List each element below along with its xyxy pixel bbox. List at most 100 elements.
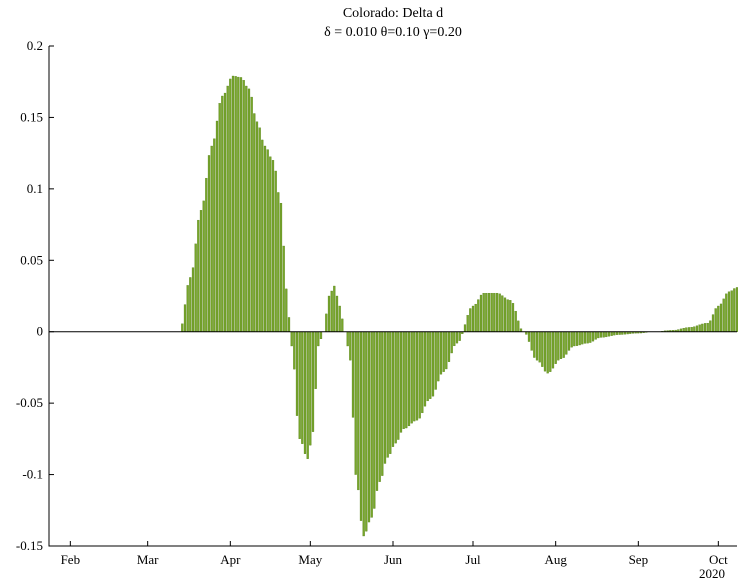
bar [397, 331, 400, 440]
bar [482, 292, 485, 332]
bar [351, 331, 355, 418]
bar [565, 331, 568, 355]
bar [229, 78, 232, 332]
bar [378, 331, 381, 482]
bar [541, 331, 544, 367]
bar [695, 325, 699, 332]
bar [495, 292, 499, 332]
y-tick-label: -0.05 [16, 395, 43, 410]
bar [503, 297, 507, 332]
bar [183, 304, 187, 332]
bar [287, 317, 291, 332]
bar [445, 331, 448, 370]
bar [181, 323, 184, 332]
bar [359, 331, 363, 521]
bar [602, 331, 605, 338]
bar [591, 331, 595, 342]
bar [295, 331, 299, 416]
x-tick-label: Mar [137, 552, 159, 567]
bar [437, 331, 440, 382]
bar [205, 177, 208, 332]
bar [490, 292, 493, 332]
bar [599, 331, 603, 338]
bar [578, 331, 581, 346]
y-tick-label: 0.1 [27, 181, 43, 196]
bar [215, 120, 219, 332]
bar [266, 149, 269, 332]
bar [381, 331, 384, 476]
bar [458, 331, 461, 341]
bar [298, 331, 301, 439]
bar [311, 331, 315, 432]
bar [685, 327, 688, 332]
bar [421, 331, 424, 414]
bar [682, 327, 685, 332]
bar [399, 331, 403, 433]
bar [487, 292, 491, 332]
bar [383, 331, 387, 464]
bar [727, 291, 731, 332]
bar [714, 308, 717, 332]
bar [207, 155, 211, 332]
y-tick-label: 0.2 [27, 38, 43, 53]
bar [477, 299, 480, 332]
bar [346, 331, 349, 347]
y-tick-label: 0.15 [20, 109, 43, 124]
bar [551, 331, 555, 369]
bar [535, 331, 539, 361]
bar [189, 277, 192, 332]
y-axis: -0.15 -0.1 -0.05 0 0.05 0.1 0.15 0.2 [16, 38, 54, 553]
year-label: 2020 [699, 566, 725, 581]
bar [285, 288, 288, 332]
bar [314, 331, 317, 389]
x-tick-label: Feb [61, 552, 81, 567]
bar [255, 121, 259, 332]
bar [242, 80, 245, 332]
bar [711, 314, 715, 332]
bar [583, 331, 587, 344]
bar [303, 331, 307, 454]
bar [402, 331, 405, 429]
bar [261, 139, 264, 332]
bar [469, 308, 472, 332]
bar [327, 295, 331, 332]
bar [415, 331, 419, 421]
x-tick-label: Aug [544, 552, 567, 567]
bar [333, 285, 336, 332]
bar [567, 331, 571, 351]
bar [218, 103, 221, 332]
bar [557, 331, 560, 361]
bar [455, 331, 459, 344]
bar [453, 331, 456, 347]
bar [362, 331, 365, 537]
chart-title: Colorado: Delta d [343, 6, 443, 21]
bar [221, 95, 224, 332]
bar [543, 331, 547, 372]
bar [517, 320, 520, 332]
bar [474, 303, 477, 332]
bar [335, 295, 339, 332]
bar [290, 331, 293, 347]
bar [514, 310, 517, 332]
bar [511, 303, 515, 332]
bar [447, 331, 451, 362]
x-tick-label: Oct [709, 552, 728, 567]
bar [581, 331, 584, 345]
bar [730, 290, 733, 332]
bar [317, 331, 320, 347]
y-tick-label: 0 [37, 324, 44, 339]
bar [263, 145, 267, 332]
bar [407, 331, 411, 427]
bar [463, 324, 467, 332]
bar [493, 292, 496, 332]
bar [293, 331, 296, 370]
bar [277, 192, 280, 332]
bar [429, 331, 432, 399]
bar [687, 327, 691, 332]
bar [197, 219, 200, 332]
x-tick-label: Apr [220, 552, 241, 567]
bar [706, 322, 709, 332]
bar [247, 88, 251, 332]
y-tick-label: -0.1 [22, 467, 43, 482]
bar [194, 243, 197, 332]
